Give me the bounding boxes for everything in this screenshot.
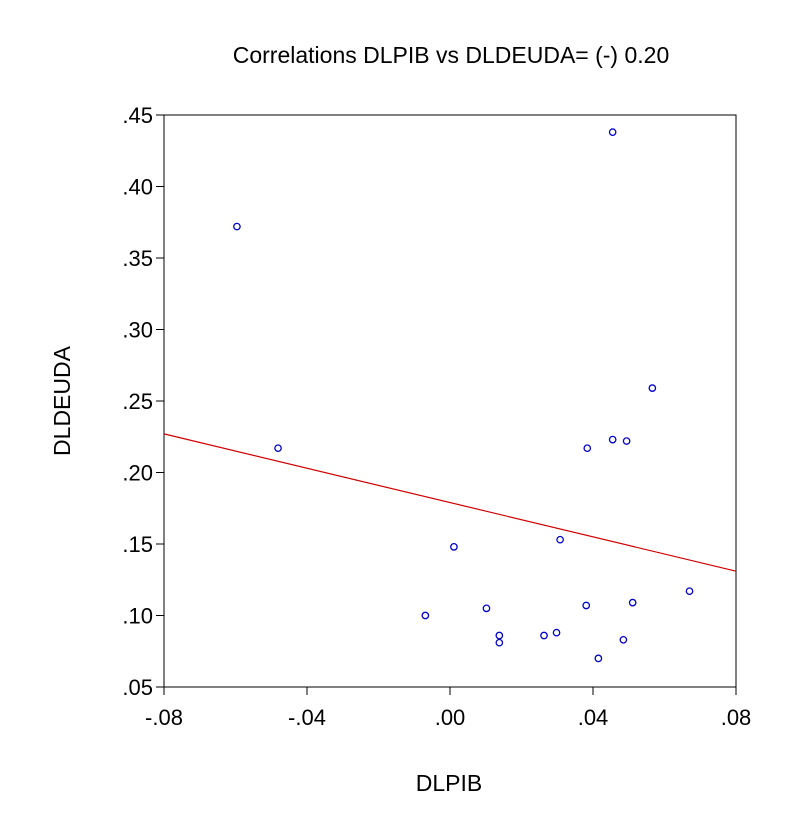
plot-frame (163, 114, 737, 688)
x-axis-title: DLPIB (416, 770, 482, 796)
data-point (583, 444, 592, 453)
data-point (648, 384, 657, 392)
data-point (233, 222, 241, 231)
data-point (594, 654, 603, 663)
data-point (450, 543, 458, 551)
x-tick-label: -.08 (145, 705, 183, 730)
y-tick-label: .05 (122, 675, 153, 700)
data-point (619, 635, 628, 644)
y-tick-label: .25 (122, 389, 153, 414)
data-point (628, 598, 637, 607)
y-tick-label: .35 (122, 246, 153, 271)
x-tick-label: .08 (721, 705, 752, 730)
data-point (608, 128, 617, 137)
y-tick-label: .40 (122, 175, 153, 200)
y-axis-title: DLDEUDA (49, 345, 75, 456)
data-point (421, 611, 430, 620)
data-point (622, 437, 631, 445)
chart-title: Correlations DLPIB vs DLDEUDA= (-) 0.20 (233, 42, 670, 68)
x-tick-label: .00 (435, 705, 466, 730)
data-point (495, 638, 504, 647)
x-tick-label: -.04 (288, 705, 326, 730)
data-point (540, 631, 548, 640)
x-axis: -.08 -.04 .00 .04 .08 (145, 687, 751, 730)
y-tick-label: .30 (122, 318, 153, 343)
fit-line-layer (163, 433, 737, 572)
data-point (274, 444, 282, 453)
data-point (608, 435, 617, 444)
data-point (556, 535, 564, 544)
regression-line (163, 433, 737, 572)
data-point (685, 587, 694, 596)
y-tick-label: .10 (122, 604, 153, 629)
y-axis: .05 .10 .15 .20 .25 .30 .35 .40 .45 (122, 103, 164, 700)
data-points (233, 128, 694, 663)
data-point (495, 631, 504, 640)
data-point (552, 628, 561, 637)
x-tick-label: .04 (578, 705, 609, 730)
y-tick-label: .45 (122, 103, 153, 128)
y-tick-label: .15 (122, 532, 153, 557)
y-tick-label: .20 (122, 461, 153, 486)
data-point (482, 604, 491, 613)
data-point (582, 601, 591, 610)
